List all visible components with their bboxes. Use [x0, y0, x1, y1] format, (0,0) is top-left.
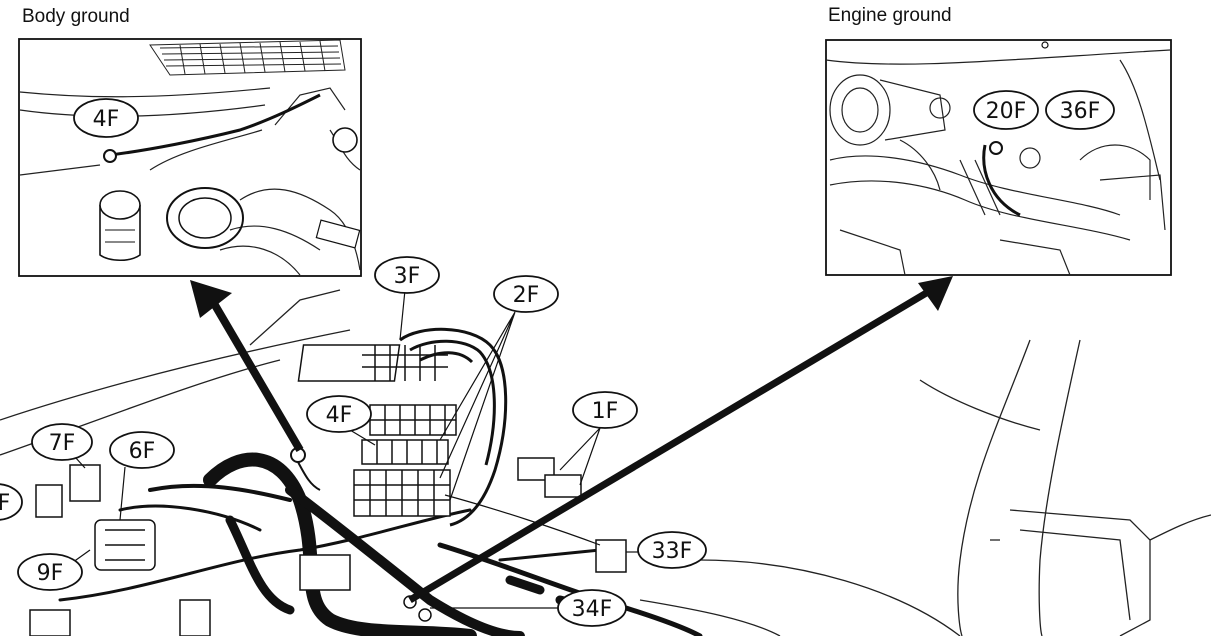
connector-blocks	[29, 344, 627, 636]
body-ground-caption: Body ground	[22, 6, 130, 27]
callout-6f: 6F	[109, 431, 175, 469]
callout-1f: 1F	[572, 391, 638, 429]
svg-text:3F: 3F	[394, 264, 421, 289]
svg-text:33F: 33F	[652, 539, 693, 564]
callout-33f: 33F	[637, 531, 707, 569]
callout-9f: 9F	[17, 553, 83, 591]
callout-2f: 2F	[493, 275, 559, 313]
svg-text:4F: 4F	[93, 107, 120, 132]
callout-7f: 7F	[31, 423, 93, 461]
svg-text:F: F	[0, 491, 10, 516]
callout-20f: 20F	[973, 90, 1039, 130]
harness-coil	[399, 327, 508, 527]
callout-partial-left: F	[0, 483, 23, 521]
body-ground-inset	[18, 38, 362, 277]
callout-36f: 36F	[1045, 90, 1115, 130]
vehicle-body-outline	[0, 289, 1211, 636]
engine-ground-inset	[825, 39, 1172, 276]
engine-ground-caption: Engine ground	[828, 5, 952, 26]
engine-ground-arrow	[408, 276, 953, 604]
body-ground-arrow	[190, 280, 304, 453]
callout-4f-inset: 4F	[73, 98, 139, 138]
callout-4f: 4F	[306, 395, 372, 433]
svg-text:2F: 2F	[513, 283, 540, 308]
svg-text:7F: 7F	[49, 431, 76, 456]
callout-34f: 34F	[557, 589, 627, 627]
svg-text:9F: 9F	[37, 561, 64, 586]
svg-text:6F: 6F	[129, 439, 156, 464]
svg-text:4F: 4F	[326, 403, 353, 428]
svg-text:36F: 36F	[1060, 99, 1101, 124]
svg-text:1F: 1F	[592, 399, 619, 424]
svg-text:20F: 20F	[986, 99, 1027, 124]
callout-3f: 3F	[374, 256, 440, 294]
svg-text:34F: 34F	[572, 597, 613, 622]
